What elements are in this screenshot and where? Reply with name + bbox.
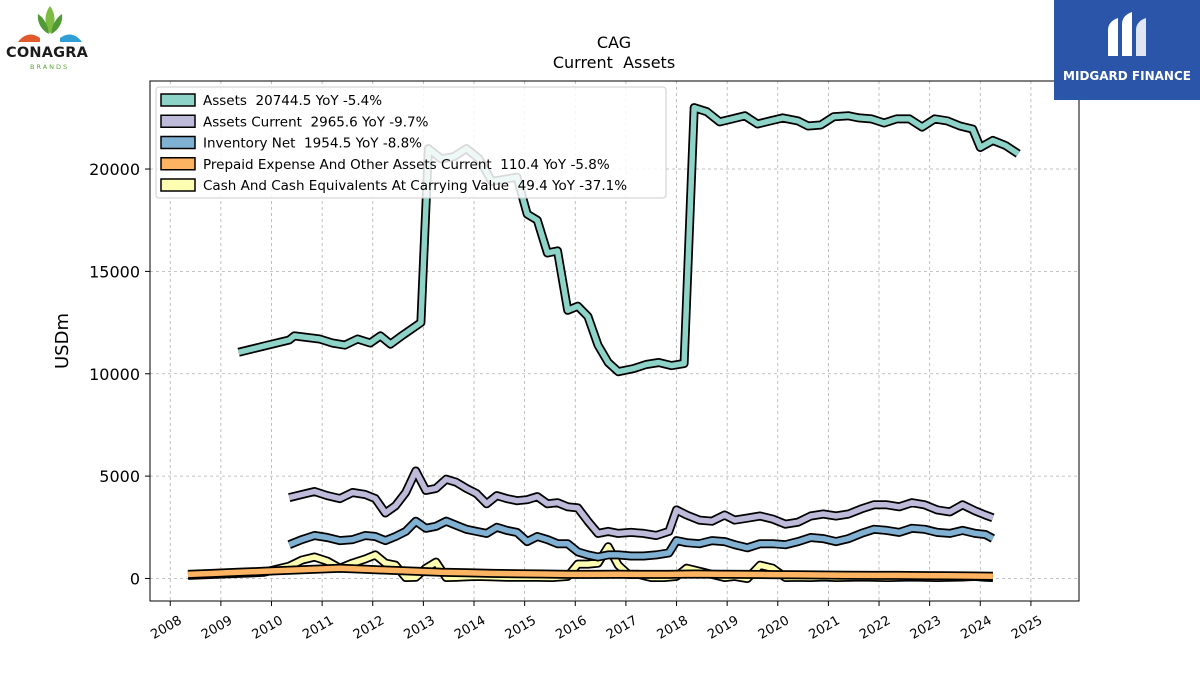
y-tick-label: 15000 xyxy=(89,262,140,281)
chart-subtitle: Current Assets xyxy=(553,53,675,72)
legend-swatch xyxy=(160,157,196,171)
midgard-wordmark: MIDGARD FINANCE xyxy=(1063,69,1191,83)
y-axis: 0 5000 10000 15000 20000 xyxy=(89,160,150,588)
legend-entry-label: Prepaid Expense And Other Assets Current… xyxy=(203,157,610,173)
legend-swatch xyxy=(160,178,196,192)
x-tick-label: 2009 xyxy=(199,613,235,643)
conagra-subtext: BRANDS xyxy=(30,63,70,71)
x-tick-label: 2015 xyxy=(503,613,539,643)
legend-box xyxy=(155,86,667,199)
x-tick-label: 2018 xyxy=(655,613,691,643)
legend-entry-label: Inventory Net 1954.5 YoY -8.8% xyxy=(203,136,422,152)
x-tick-label: 2014 xyxy=(452,613,488,643)
midgard-emblem-icon xyxy=(1108,12,1146,56)
legend-entry-label: Cash And Cash Equivalents At Carrying Va… xyxy=(203,178,627,194)
x-tick-label: 2008 xyxy=(148,613,184,643)
x-tick-label: 2025 xyxy=(1009,613,1045,643)
x-tick-label: 2012 xyxy=(351,613,387,643)
series-line xyxy=(187,565,993,579)
y-tick-label: 20000 xyxy=(89,160,140,179)
legend-swatch xyxy=(160,93,196,107)
legend-entry-label: Assets 20744.5 YoY -5.4% xyxy=(203,93,382,109)
series-line xyxy=(288,468,994,539)
series-line xyxy=(237,104,1020,375)
x-tick-label: 2022 xyxy=(857,613,893,643)
x-tick-label: 2016 xyxy=(553,613,589,643)
y-tick-label: 5000 xyxy=(99,467,140,486)
x-tick-label: 2019 xyxy=(705,613,741,643)
legend-swatch xyxy=(160,114,196,128)
y-tick-label: 10000 xyxy=(89,365,140,384)
midgard-finance-logo: MIDGARD FINANCE xyxy=(1054,0,1200,100)
plot-area xyxy=(149,80,1080,602)
x-tick-label: 2021 xyxy=(807,613,843,643)
legend-entry-label: Assets Current 2965.6 YoY -9.7% xyxy=(203,114,429,130)
y-axis-label: USDm xyxy=(52,313,73,369)
leaf-icon xyxy=(18,6,82,42)
x-tick-label: 2010 xyxy=(250,613,286,643)
conagra-logo: CONAGRA BRANDS xyxy=(0,0,100,80)
x-tick-label: 2011 xyxy=(300,613,336,643)
x-tick-label: 2020 xyxy=(756,613,792,643)
x-tick-label: 2023 xyxy=(908,613,944,643)
x-tick-label: 2017 xyxy=(604,613,640,643)
x-tick-label: 2013 xyxy=(402,613,438,643)
series-lines xyxy=(187,103,1021,583)
legend: Assets 20744.5 YoY -5.4% Assets Current 2… xyxy=(155,86,667,199)
series-line xyxy=(288,518,995,560)
x-axis: 2008 2009 2010 2011 2012 2013 2014 2015 2016 2017… xyxy=(148,601,1045,643)
x-tick-label: 2024 xyxy=(958,613,994,643)
conagra-wordmark: CONAGRA xyxy=(6,45,89,61)
legend-swatch xyxy=(160,135,196,150)
chart-title: CAG xyxy=(597,33,631,52)
y-tick-label: 0 xyxy=(130,569,140,588)
